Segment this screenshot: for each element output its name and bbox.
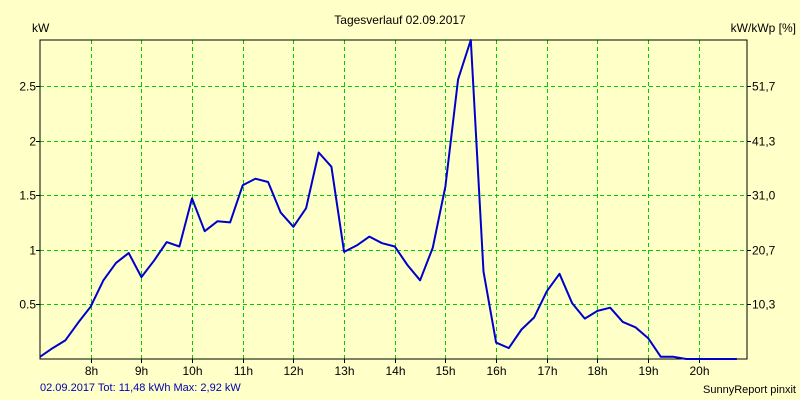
plot-area-border	[39, 39, 748, 360]
x-tick-label: 9h	[135, 364, 148, 378]
y-tick-label-left: 0.5	[19, 298, 36, 312]
x-tick-label: 16h	[486, 364, 506, 378]
x-tick-label: 12h	[283, 364, 303, 378]
y-tick-label-left: 2	[29, 135, 36, 149]
x-tick-label: 17h	[537, 364, 557, 378]
x-tick-label: 19h	[638, 364, 658, 378]
y-axis-label-left: kW	[32, 21, 50, 35]
tick-marks	[36, 86, 751, 363]
x-tick-label: 8h	[85, 364, 98, 378]
tick-labels: 8h 9h 10h 11h 12h 13h 14h 15h 16h 17h 18h 19h 20h 0.5…	[19, 80, 775, 379]
y-tick-label-left: 2.5	[19, 80, 36, 94]
y-tick-label-left: 1.5	[19, 189, 36, 203]
x-tick-label: 15h	[435, 364, 455, 378]
y-tick-label-right: 51,7	[752, 80, 776, 94]
y-tick-label-left: 1	[29, 244, 36, 258]
x-tick-label: 11h	[234, 364, 253, 378]
footer-summary: 02.09.2017 Tot: 11,48 kWh Max: 2,92 kW	[40, 382, 241, 394]
x-tick-label: 13h	[334, 364, 354, 378]
grid-layer	[40, 40, 747, 359]
x-tick-label: 20h	[689, 364, 709, 378]
y-axis-label-right: kW/kWp [%]	[731, 21, 796, 35]
x-tick-label: 14h	[385, 364, 405, 378]
series-layer	[39, 39, 737, 360]
chart-title: Tagesverlauf 02.09.2017	[334, 13, 466, 27]
series-line	[39, 39, 737, 360]
footer-brand: SunnyReport pinxit	[703, 384, 796, 396]
y-tick-label-right: 41,3	[752, 135, 776, 149]
y-tick-label-right: 31,0	[752, 189, 776, 203]
y-tick-label-right: 10,3	[752, 298, 776, 312]
y-tick-label-right: 20,7	[752, 244, 776, 258]
x-tick-label: 18h	[587, 364, 607, 378]
x-tick-label: 10h	[182, 364, 202, 378]
